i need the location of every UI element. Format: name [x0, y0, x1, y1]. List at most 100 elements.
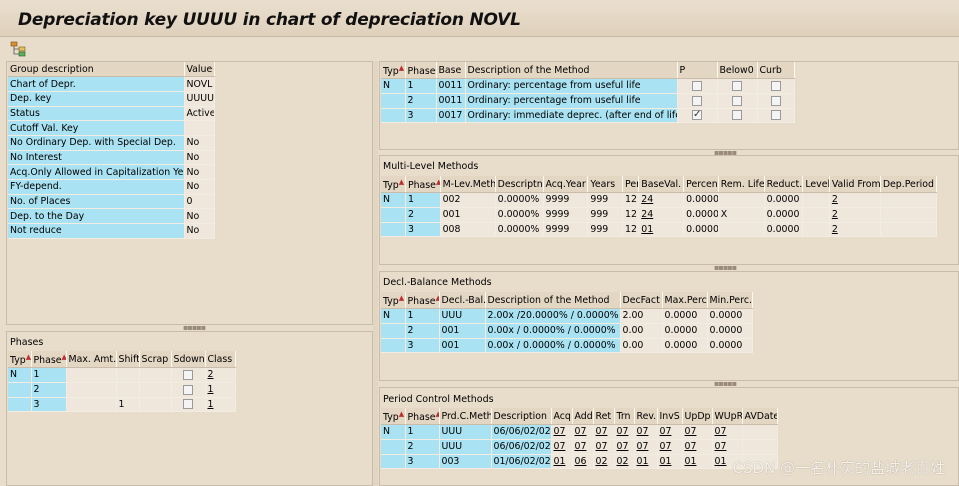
period-updp-cell[interactable]: 01	[682, 454, 713, 470]
multilevel-m-lev-meth-cell[interactable]: 002	[440, 192, 496, 208]
multilevel-col-per[interactable]: Per	[622, 176, 640, 194]
phases-col-shift[interactable]: Shift	[116, 351, 140, 369]
declining-max-perc--cell[interactable]: 0.0000	[662, 323, 708, 339]
declining-min-perc--cell[interactable]: 0.0000	[707, 308, 753, 324]
period-ret-cell[interactable]: 07	[593, 439, 615, 455]
period-col-add[interactable]: Add	[572, 408, 594, 426]
period-add-cell[interactable]: 06	[572, 454, 594, 470]
declining-decfact-cell[interactable]: 0.00	[620, 323, 663, 339]
multilevel-years-cell[interactable]: 999	[587, 192, 623, 208]
period-col-ret[interactable]: Ret	[593, 408, 615, 426]
multilevel-dep-period-cell[interactable]	[880, 207, 938, 223]
period-col-description[interactable]: Description	[491, 408, 552, 426]
declining-description-of-the-method-cell[interactable]: 2.00x /20.0000% / 0.0000%	[485, 308, 621, 324]
multilevel-acq-year-cell[interactable]: 9999	[543, 207, 589, 223]
declining-min-perc--cell[interactable]: 0.0000	[707, 338, 753, 354]
splitter-grip-left[interactable]: ▪▪▪▪▪	[183, 323, 206, 332]
period-invs-cell[interactable]: 07	[657, 424, 683, 440]
declining-decl-bal--cell[interactable]: UUU	[439, 308, 486, 324]
period-prd-c-meth-cell[interactable]: UUU	[439, 424, 492, 440]
phases-col-class[interactable]: Class	[205, 351, 236, 369]
methods-base-cell[interactable]: 0011	[436, 78, 466, 94]
multilevel-col-m-lev-meth[interactable]: M-Lev.Meth	[440, 176, 496, 194]
multilevel-col-descriptn[interactable]: Descriptn	[495, 176, 544, 194]
phases-max-amt--cell[interactable]	[66, 367, 117, 383]
value-cell[interactable]: No	[184, 135, 215, 151]
phases-scrap-cell[interactable]	[139, 397, 172, 413]
period-wupr-cell[interactable]: 01	[712, 454, 743, 470]
methods-col-description-of-the-method[interactable]: Description of the Method	[465, 62, 678, 80]
declining-decfact-cell[interactable]: 2.00	[620, 308, 663, 324]
phases-class-cell[interactable]: 2	[205, 367, 236, 383]
declining-min-perc--cell[interactable]: 0.0000	[707, 323, 753, 339]
multilevel-rem-life-cell[interactable]	[718, 192, 765, 208]
period-col-invs[interactable]: InvS	[657, 408, 683, 426]
sdown-checkbox[interactable]	[183, 384, 193, 395]
period-wupr-cell[interactable]: 07	[712, 439, 743, 455]
period-ret-cell[interactable]: 02	[593, 454, 615, 470]
multilevel-col-baseval-[interactable]: BaseVal.	[638, 176, 685, 194]
multilevel-rem-life-cell[interactable]	[718, 222, 765, 238]
multilevel-years-cell[interactable]: 999	[587, 207, 623, 223]
multilevel-per-cell[interactable]: 12	[622, 192, 640, 208]
hierarchy-icon[interactable]	[10, 41, 26, 57]
period-avdate-cell[interactable]	[742, 454, 778, 470]
below0-checkbox[interactable]	[732, 80, 742, 91]
phases-col-phase[interactable]: Phase▲	[31, 351, 67, 369]
curb-checkbox[interactable]	[770, 80, 781, 91]
period-acq-cell[interactable]: 07	[551, 424, 573, 440]
period-description-cell[interactable]: 01/06/02/02	[491, 454, 552, 470]
period-rev--cell[interactable]: 07	[634, 424, 658, 440]
period-col-avdate[interactable]: AVDate	[742, 408, 778, 426]
declining-col-decfact[interactable]: DecFact	[620, 292, 663, 310]
phases-shift-cell[interactable]	[116, 382, 140, 398]
multilevel-m-lev-meth-cell[interactable]: 008	[440, 222, 496, 238]
value-cell[interactable]: No	[184, 208, 215, 225]
period-col-trn[interactable]: Trn	[614, 408, 635, 426]
multilevel-acq-year-cell[interactable]: 9999	[543, 222, 589, 238]
multilevel-dep-period-cell[interactable]	[880, 222, 938, 238]
value-cell[interactable]: No	[184, 164, 215, 180]
period-add-cell[interactable]: 07	[572, 424, 594, 440]
period-col-updp[interactable]: UpDp	[682, 408, 713, 426]
period-avdate-cell[interactable]	[742, 424, 778, 440]
multilevel-reduct--cell[interactable]: 0.0000	[764, 222, 804, 238]
multilevel-col-typ[interactable]: Typ▲	[381, 176, 406, 194]
declining-decl-bal--cell[interactable]: 001	[439, 323, 486, 339]
period-col-rev-[interactable]: Rev.	[634, 408, 658, 426]
col-group-description[interactable]: Group description	[8, 62, 185, 78]
curb-checkbox[interactable]	[770, 95, 781, 106]
multilevel-baseval--cell[interactable]: 01	[638, 222, 685, 238]
period-updp-cell[interactable]: 07	[682, 439, 713, 455]
phases-scrap-cell[interactable]	[139, 382, 172, 398]
methods-description-of-the-method-cell[interactable]: Ordinary: percentage from useful life	[465, 78, 678, 94]
period-trn-cell[interactable]: 02	[614, 454, 635, 470]
multilevel-col-years[interactable]: Years	[587, 176, 623, 194]
value-cell[interactable]: No	[184, 150, 215, 166]
phases-col-max-amt-[interactable]: Max. Amt.	[66, 351, 117, 369]
curb-checkbox[interactable]	[770, 110, 781, 121]
methods-col-below0[interactable]: Below0	[717, 62, 758, 80]
phases-col-scrap[interactable]: Scrap	[139, 351, 172, 369]
splitter-grip-3[interactable]: ▪▪▪▪▪	[714, 379, 737, 388]
multilevel-col-reduct-[interactable]: Reduct.	[764, 176, 804, 194]
declining-max-perc--cell[interactable]: 0.0000	[662, 338, 708, 354]
multilevel-level-cell[interactable]	[802, 222, 830, 238]
period-prd-c-meth-cell[interactable]: 003	[439, 454, 492, 470]
multilevel-reduct--cell[interactable]: 0.0000	[764, 192, 804, 208]
methods-col-typ[interactable]: Typ▲	[381, 62, 406, 80]
declining-decfact-cell[interactable]: 0.00	[620, 338, 663, 354]
period-invs-cell[interactable]: 07	[657, 439, 683, 455]
period-updp-cell[interactable]: 07	[682, 424, 713, 440]
declining-description-of-the-method-cell[interactable]: 0.00x / 0.0000% / 0.0000%	[485, 338, 621, 354]
declining-max-perc--cell[interactable]: 0.0000	[662, 308, 708, 324]
multilevel-per-cell[interactable]: 12	[622, 222, 640, 238]
methods-col-base[interactable]: Base	[436, 62, 466, 80]
declining-col-min-perc-[interactable]: Min.Perc.	[707, 292, 753, 310]
declining-col-description-of-the-method[interactable]: Description of the Method	[485, 292, 621, 310]
multilevel-col-acq-year[interactable]: Acq.Year	[543, 176, 589, 194]
multilevel-level-cell[interactable]	[802, 192, 830, 208]
col-value[interactable]: Value	[184, 62, 215, 78]
declining-col-typ[interactable]: Typ▲	[381, 292, 406, 310]
period-wupr-cell[interactable]: 07	[712, 424, 743, 440]
